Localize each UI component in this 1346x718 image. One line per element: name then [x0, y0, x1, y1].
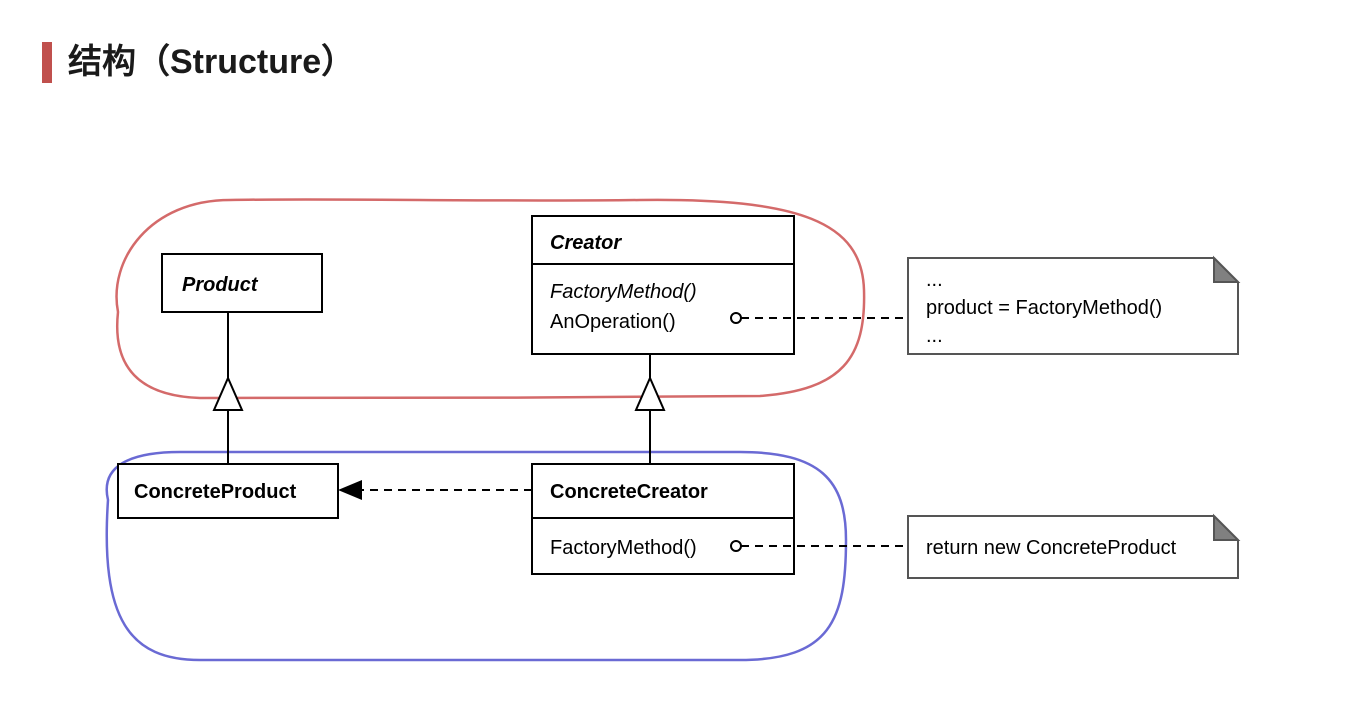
note1-line1: ...	[926, 269, 943, 291]
edge-concretecreator-creates-concreteproduct	[338, 480, 532, 500]
edge-concreteproduct-to-product	[214, 312, 242, 464]
edge-concretecreator-to-creator	[636, 354, 664, 464]
class-concrete-product: ConcreteProduct	[118, 464, 338, 518]
note1-line3: ...	[926, 325, 943, 347]
note1-line2: product = FactoryMethod()	[926, 297, 1162, 319]
class-concrete-creator-op1: FactoryMethod()	[550, 537, 697, 559]
class-creator-name: Creator	[550, 232, 622, 254]
class-product: Product	[162, 254, 322, 312]
class-concrete-creator: ConcreteCreator FactoryMethod()	[532, 464, 794, 574]
note2-line1: return new ConcreteProduct	[926, 537, 1177, 559]
class-concrete-product-name: ConcreteProduct	[134, 481, 297, 503]
class-concrete-creator-name: ConcreteCreator	[550, 481, 708, 503]
uml-diagram: Product Creator FactoryMethod() AnOperat…	[0, 0, 1346, 718]
class-creator-op1: FactoryMethod()	[550, 281, 697, 303]
note-anoperation: ... product = FactoryMethod() ...	[908, 258, 1238, 354]
class-creator: Creator FactoryMethod() AnOperation()	[532, 216, 794, 354]
class-product-name: Product	[182, 274, 259, 296]
class-creator-op2: AnOperation()	[550, 311, 676, 333]
slide-stage: 结构（Structure） Product Creator FactoryMet…	[0, 0, 1346, 718]
note-factorymethod: return new ConcreteProduct	[908, 516, 1238, 578]
